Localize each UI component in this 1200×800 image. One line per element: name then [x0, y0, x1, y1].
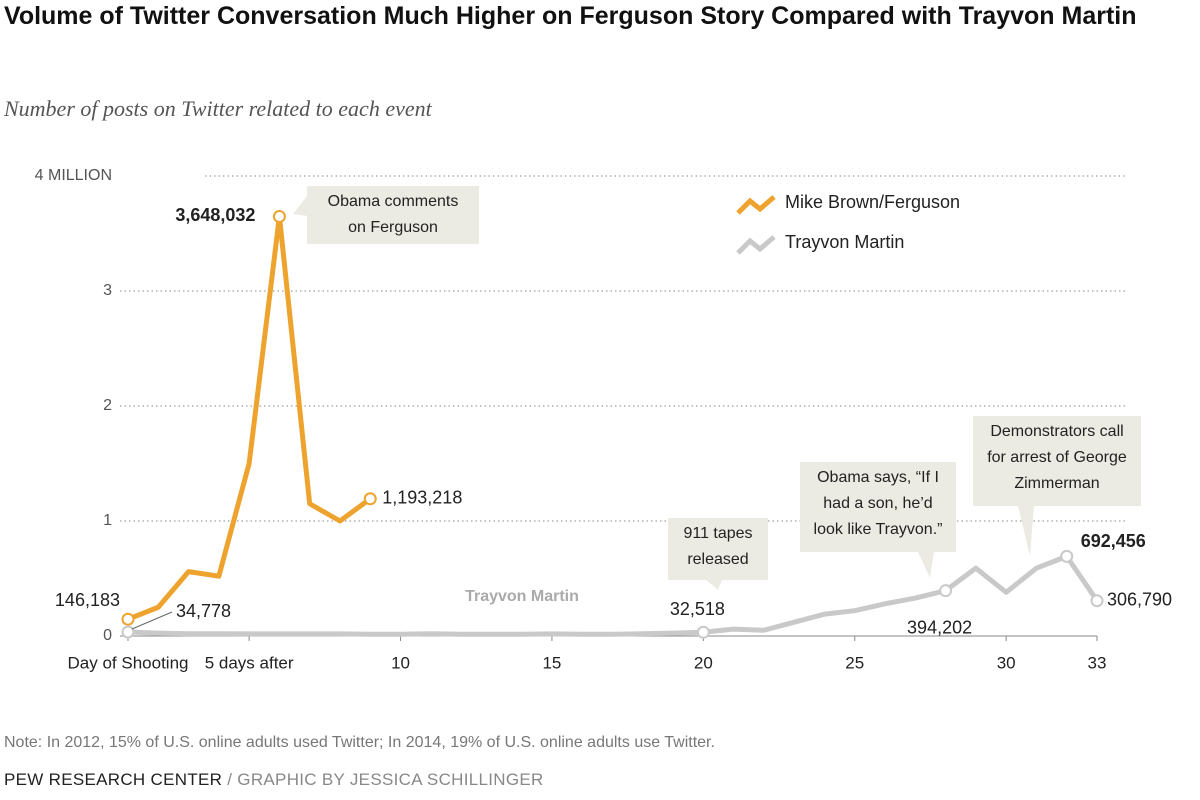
series-inline-label: Trayvon Martin — [465, 588, 579, 605]
annotation: Obama comments on Ferguson — [293, 186, 479, 244]
data-point — [121, 625, 135, 639]
data-label: 146,183 — [55, 590, 120, 610]
callout-text: Obama comments — [328, 193, 459, 210]
y-tick-label: 1 — [103, 512, 112, 529]
data-point — [272, 209, 286, 223]
data-label: 306,790 — [1107, 589, 1172, 609]
callout-box — [800, 462, 956, 552]
data-point — [939, 584, 953, 598]
data-label: 394,202 — [907, 617, 972, 637]
annotation: Obama says, “If I had a son, he’d look lik… — [800, 462, 956, 578]
x-tick-label: 20 — [694, 653, 713, 672]
x-tick-label: 15 — [542, 653, 561, 672]
annotation: Trayvon Martin — [465, 588, 579, 605]
annotation: Demonstrators call for arrest of George Zi… — [973, 416, 1141, 556]
x-tick-label: 30 — [997, 653, 1016, 672]
callout-text: Demonstrators call — [990, 423, 1123, 440]
x-tick-label: 25 — [845, 653, 864, 672]
series-line — [127, 553, 1100, 637]
y-tick-label: 4 MILLION — [35, 167, 112, 184]
source-org: PEW RESEARCH CENTER — [4, 770, 223, 789]
callout-text: for arrest of George — [987, 449, 1127, 466]
legend-label: Trayvon Martin — [785, 232, 904, 252]
callout-text: released — [687, 551, 748, 568]
callout-box — [973, 416, 1141, 506]
data-point — [1090, 594, 1104, 608]
x-tick-label: 10 — [391, 653, 410, 672]
y-tick-label: 3 — [103, 282, 112, 299]
data-label: 1,193,218 — [382, 488, 462, 508]
subtitle: Number of posts on Twitter related to ea… — [4, 96, 432, 121]
callout-box — [668, 518, 768, 580]
callout-box — [307, 186, 479, 244]
legend-swatch — [736, 195, 776, 215]
callout-text: look like Trayvon.” — [814, 521, 943, 538]
callout-text: had a son, he’d — [823, 495, 932, 512]
y-tick-label: 2 — [103, 397, 112, 414]
data-label: 3,648,032 — [175, 205, 255, 225]
y-tick-label: 0 — [103, 627, 112, 644]
x-tick-label: Day of Shooting — [68, 653, 189, 672]
legend-swatch — [736, 235, 776, 255]
data-label: 692,456 — [1081, 531, 1146, 551]
data-point — [1060, 549, 1074, 563]
callout-text: Zimmerman — [1014, 475, 1099, 492]
callout-text: Obama says, “If I — [817, 469, 939, 486]
leader-line — [131, 611, 173, 630]
chart-title: Volume of Twitter Conversation Much High… — [4, 2, 1137, 30]
data-label: 32,518 — [670, 599, 725, 619]
callout-text: 911 tapes — [683, 525, 752, 542]
data-point — [121, 612, 135, 626]
callout-tip — [1018, 506, 1034, 556]
legend-item: Mike Brown/Ferguson — [736, 192, 960, 215]
annotation: 911 tapes released — [668, 518, 768, 590]
note: Note: In 2012, 15% of U.S. online adults… — [4, 734, 715, 751]
callout-tip — [918, 552, 934, 578]
x-tick-label: 5 days after — [205, 653, 294, 672]
source-credit: / GRAPHIC BY JESSICA SCHILLINGER — [227, 770, 544, 789]
data-label: 34,778 — [176, 601, 231, 621]
callout-tip — [706, 580, 722, 590]
legend-label: Mike Brown/Ferguson — [785, 192, 960, 212]
legend-item: Trayvon Martin — [736, 232, 904, 255]
source: PEW RESEARCH CENTER / GRAPHIC BY JESSICA… — [4, 770, 544, 790]
callout-text: on Ferguson — [348, 219, 438, 236]
data-point — [363, 492, 377, 506]
data-point — [696, 625, 710, 639]
series-line — [127, 213, 372, 622]
x-tick-label: 33 — [1088, 653, 1107, 672]
callout-tip — [293, 196, 307, 216]
